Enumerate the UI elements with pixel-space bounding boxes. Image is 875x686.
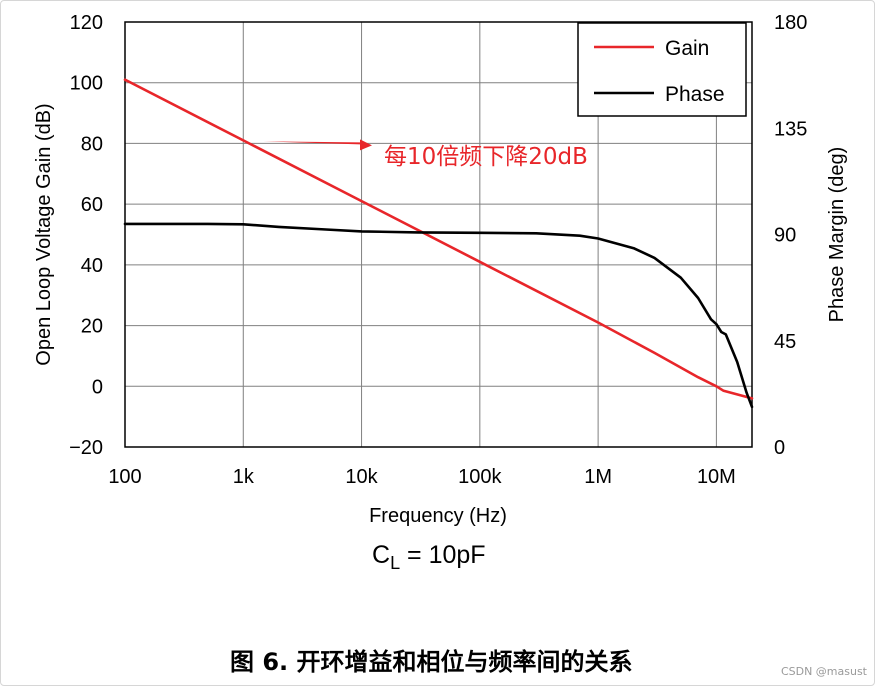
- legend-box: [577, 22, 747, 117]
- x-axis-title: Frequency (Hz): [369, 505, 507, 527]
- y2-tick-label: 0: [774, 437, 785, 459]
- figure-caption: 图 6. 开环增益和相位与频率间的关系: [230, 648, 633, 676]
- annotation-arrow: [263, 139, 372, 151]
- plot-border: [124, 21, 753, 448]
- x-tick-label: 100k: [458, 466, 502, 488]
- y2-tick-label: 90: [774, 225, 796, 247]
- y-tick-label: 100: [70, 73, 103, 95]
- legend-label-phase: Phase: [665, 83, 725, 106]
- x-tick-label: 1k: [233, 466, 255, 488]
- condition-label: CL = 10pF: [372, 541, 486, 573]
- series-line-gain: [123, 78, 754, 400]
- condition-label-prefix: C: [372, 541, 390, 569]
- x-tick-label: 1M: [584, 466, 612, 488]
- y-tick-label: 80: [81, 133, 103, 155]
- legend-label-gain: Gain: [665, 37, 709, 60]
- y-tick-label: 20: [81, 316, 103, 338]
- y-tick-label: 60: [81, 194, 103, 216]
- y-tick-label: 120: [70, 12, 103, 34]
- x-tick-label: 10k: [345, 466, 378, 488]
- series-line-phase: [123, 222, 754, 409]
- y-tick-label: 0: [92, 376, 103, 398]
- condition-label-suffix: = 10pF: [400, 541, 485, 569]
- y2-tick-label: 45: [774, 331, 796, 353]
- x-tick-label: 100: [108, 466, 141, 488]
- x-tick-label: 10M: [697, 466, 736, 488]
- y2-tick-label: 180: [774, 12, 807, 34]
- y-tick-label: 40: [81, 255, 103, 277]
- y-axis-title: Open Loop Voltage Gain (dB): [33, 103, 55, 365]
- annotation-label: 每10倍频下降20dB: [384, 144, 588, 170]
- y2-tick-label: 135: [774, 118, 807, 140]
- watermark: CSDN @masust: [781, 665, 868, 678]
- y-tick-label: −20: [69, 437, 103, 459]
- condition-label-subscript: L: [390, 553, 400, 573]
- y2-axis-title: Phase Margin (deg): [826, 147, 848, 323]
